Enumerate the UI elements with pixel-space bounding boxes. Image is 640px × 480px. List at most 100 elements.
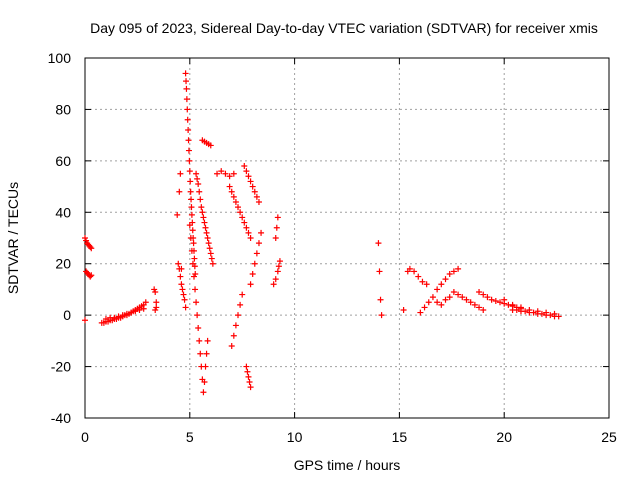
data-point	[471, 301, 478, 308]
data-point	[419, 278, 426, 285]
data-point	[102, 316, 109, 322]
data-point	[193, 170, 200, 177]
data-point	[228, 343, 235, 349]
data-point	[253, 250, 260, 257]
data-point	[442, 296, 449, 303]
data-point	[197, 350, 204, 357]
data-point	[186, 157, 193, 164]
series-rise-f	[270, 214, 283, 288]
data-point	[251, 260, 258, 267]
data-point	[185, 137, 192, 144]
data-point	[200, 389, 207, 396]
data-point	[204, 235, 211, 241]
data-point	[181, 296, 188, 303]
data-point	[251, 188, 258, 195]
x-axis-label: GPS time / hours	[294, 457, 401, 473]
series-burst-side	[193, 170, 216, 267]
data-point	[206, 245, 213, 252]
data-point	[245, 173, 252, 180]
data-point	[201, 219, 208, 226]
data-point	[186, 222, 193, 229]
data-point	[235, 204, 242, 211]
data-point	[201, 379, 208, 385]
data-point	[476, 304, 483, 311]
series-early-0	[82, 235, 95, 324]
data-point	[195, 181, 202, 187]
data-point	[450, 268, 457, 275]
data-point	[243, 224, 250, 231]
data-point	[198, 204, 205, 211]
data-point	[194, 312, 201, 319]
data-point	[241, 219, 248, 226]
data-point	[87, 273, 94, 280]
data-point	[243, 363, 250, 370]
series-burst-low	[186, 222, 211, 396]
data-point	[230, 193, 237, 200]
data-point	[87, 244, 94, 250]
data-point	[273, 224, 280, 231]
data-point	[501, 296, 508, 303]
data-point	[183, 85, 190, 92]
data-point	[152, 289, 159, 295]
x-tick-label: 15	[392, 429, 408, 445]
data-point	[411, 268, 418, 275]
data-point	[376, 268, 383, 275]
data-point	[194, 175, 201, 182]
data-point	[188, 196, 195, 203]
data-point	[195, 325, 202, 331]
data-point	[276, 258, 283, 265]
axis-ticks: 0 5 10 15 20 25 -40 -20 0 20 40 60 80 100	[48, 50, 617, 445]
y-tick-label: 100	[48, 50, 72, 66]
series-late-16	[417, 265, 462, 316]
data-point	[247, 235, 254, 241]
series-rise-e	[247, 229, 265, 288]
data-point	[450, 289, 457, 295]
data-point	[434, 299, 441, 306]
data-point	[255, 240, 262, 247]
data-point	[245, 373, 252, 380]
data-point	[176, 188, 183, 195]
data-point	[188, 247, 195, 254]
data-point	[455, 265, 462, 272]
data-point	[434, 286, 441, 293]
data-point	[182, 304, 189, 311]
data-point	[417, 309, 424, 316]
data-point	[492, 298, 499, 304]
data-point	[237, 301, 244, 308]
data-point	[207, 142, 214, 149]
x-tick-label: 10	[287, 429, 303, 445]
series-burst-main	[182, 70, 199, 277]
data-point	[235, 312, 242, 319]
data-point	[247, 384, 254, 391]
data-point	[241, 163, 248, 169]
data-point	[140, 305, 147, 312]
y-tick-label: 20	[55, 256, 71, 272]
data-point	[183, 78, 190, 85]
data-point	[205, 240, 212, 247]
data-point	[547, 312, 554, 319]
data-point	[497, 299, 504, 306]
data-point	[187, 235, 194, 241]
data-point	[187, 178, 194, 185]
data-point	[189, 227, 196, 234]
data-points	[82, 70, 562, 396]
y-axis-label: SDTVAR / TECUs	[5, 182, 21, 294]
data-point	[232, 199, 239, 205]
data-point	[509, 301, 516, 308]
data-point	[197, 196, 204, 203]
data-point	[530, 309, 537, 316]
data-point	[188, 211, 195, 218]
data-point	[421, 304, 428, 311]
data-point	[152, 307, 159, 313]
data-point	[202, 363, 209, 370]
data-point	[446, 271, 453, 277]
data-point	[111, 314, 118, 321]
data-point	[459, 294, 466, 301]
data-point	[249, 271, 256, 277]
data-point	[176, 265, 183, 272]
series-desc-a	[226, 183, 254, 241]
data-point	[467, 299, 474, 306]
series-late-21	[509, 307, 562, 320]
data-point	[406, 265, 413, 272]
data-point	[214, 170, 221, 177]
